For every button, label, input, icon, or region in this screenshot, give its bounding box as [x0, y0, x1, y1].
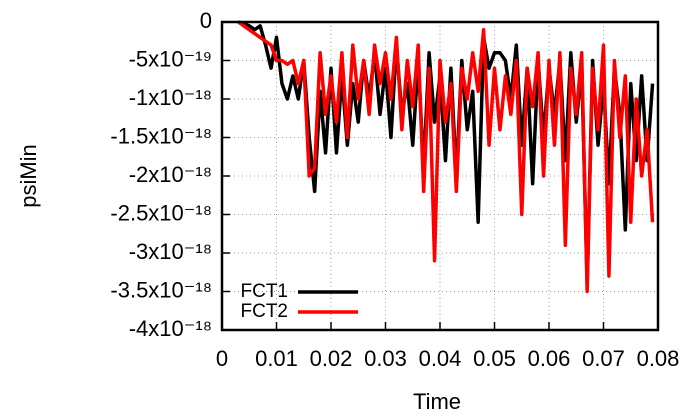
legend-label: FCT2 [241, 301, 289, 322]
y-axis-label: psiMin [16, 144, 41, 208]
x-tick-label: 0.08 [637, 346, 680, 371]
x-tick-label: 0 [216, 346, 228, 371]
x-tick-label: 0.03 [364, 346, 407, 371]
y-tick-label: -1x10⁻¹⁸ [129, 85, 212, 110]
y-tick-label: -3.5x10⁻¹⁸ [110, 277, 212, 302]
y-tick-label: -5x10⁻¹⁹ [129, 46, 212, 71]
x-tick-label: 0.06 [528, 346, 571, 371]
y-tick-label: -4x10⁻¹⁸ [129, 316, 212, 341]
x-tick-label: 0.01 [255, 346, 298, 371]
x-tick-label: 0.05 [473, 346, 516, 371]
y-tick-label: -1.5x10⁻¹⁸ [110, 123, 212, 148]
plot-border [220, 20, 660, 332]
y-tick-label: -3x10⁻¹⁸ [129, 239, 212, 264]
data-line [237, 20, 655, 294]
legend-label: FCT1 [241, 281, 289, 302]
x-tick-label: 0.07 [582, 346, 625, 371]
y-tick-label: 0 [200, 8, 212, 33]
y-tick-label: -2.5x10⁻¹⁸ [110, 200, 212, 225]
x-axis-label: Time [413, 389, 461, 414]
y-tick-label: -2x10⁻¹⁸ [129, 162, 212, 187]
x-tick-label: 0.02 [310, 346, 353, 371]
x-tick-label: 0.04 [419, 346, 462, 371]
